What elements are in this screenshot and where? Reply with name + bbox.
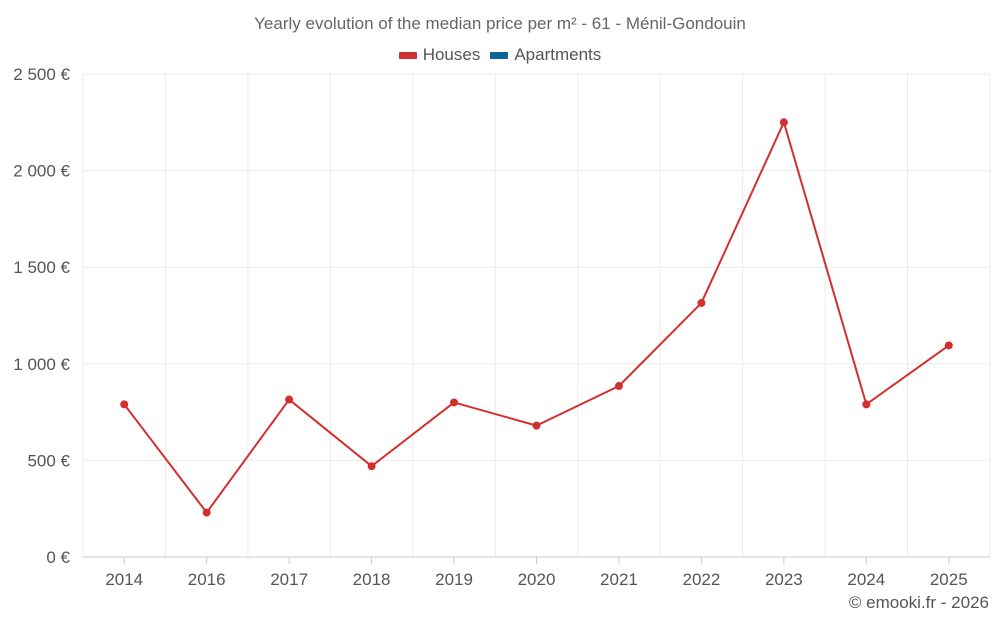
- data-point: [862, 400, 871, 409]
- legend-swatch-houses: [398, 51, 417, 59]
- y-tick-label: 0 €: [46, 548, 70, 567]
- legend-label-houses: Houses: [422, 45, 481, 64]
- legend-item-houses[interactable]: Houses: [398, 45, 481, 65]
- data-point: [614, 382, 623, 391]
- credit-text: © emooki.fr - 2026: [848, 593, 989, 612]
- data-point: [697, 298, 706, 307]
- legend-item-apartments[interactable]: Apartments: [490, 45, 601, 65]
- legend-swatch-apartments: [490, 51, 509, 59]
- chart-title: Yearly evolution of the median price per…: [254, 14, 746, 33]
- y-tick-label: 500 €: [27, 451, 70, 470]
- x-tick-label: 2014: [105, 570, 143, 589]
- x-tick-label: 2016: [188, 570, 226, 589]
- x-tick-label: 2018: [353, 570, 391, 589]
- x-tick-label: 2021: [600, 570, 638, 589]
- legend-label-apartments: Apartments: [514, 45, 602, 64]
- data-point: [532, 421, 541, 430]
- data-point: [367, 462, 376, 471]
- x-tick-label: 2022: [682, 570, 720, 589]
- x-tick-label: 2023: [765, 570, 803, 589]
- chart-legend: Houses Apartments: [0, 45, 1000, 65]
- x-tick-label: 2019: [435, 570, 473, 589]
- y-tick-label: 2 000 €: [13, 162, 70, 181]
- data-point: [285, 395, 294, 404]
- data-point: [779, 118, 788, 127]
- data-point: [120, 400, 129, 409]
- x-tick-label: 2017: [270, 570, 308, 589]
- x-tick-label: 2025: [930, 570, 968, 589]
- y-tick-label: 1 500 €: [13, 258, 70, 277]
- x-tick-label: 2024: [847, 570, 885, 589]
- data-point: [944, 341, 953, 350]
- data-point: [202, 508, 211, 517]
- x-tick-label: 2020: [518, 570, 556, 589]
- y-tick-label: 2 500 €: [13, 65, 70, 84]
- data-point: [450, 398, 459, 407]
- y-tick-label: 1 000 €: [13, 355, 70, 374]
